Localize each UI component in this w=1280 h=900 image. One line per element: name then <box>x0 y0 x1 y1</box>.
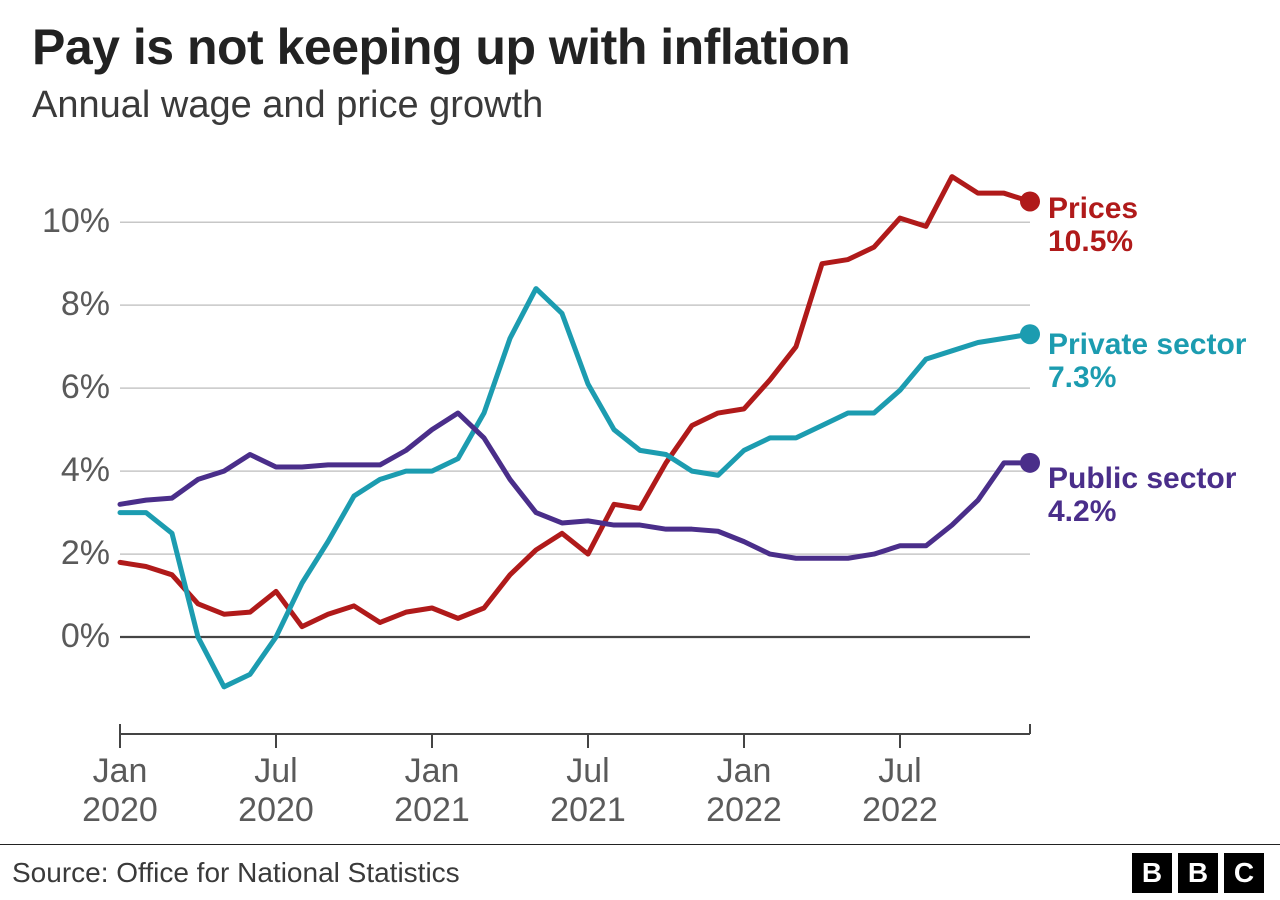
end-marker-private <box>1020 324 1040 344</box>
bbc-block-2: B <box>1178 853 1218 893</box>
end-marker-prices <box>1020 191 1040 211</box>
series-line-private <box>120 289 1030 687</box>
end-marker-public <box>1020 453 1040 473</box>
series-label-public: Public sector 4.2% <box>1048 462 1236 528</box>
x-tick-label: Jan 2022 <box>706 752 782 830</box>
chart-plot <box>0 0 1280 900</box>
x-tick-label: Jul 2021 <box>550 752 626 830</box>
y-tick-label: 8% <box>20 285 110 324</box>
series-line-prices <box>120 177 1030 627</box>
footer: Source: Office for National Statistics B… <box>0 844 1280 900</box>
series-label-prices: Prices 10.5% <box>1048 192 1138 258</box>
y-tick-label: 6% <box>20 368 110 407</box>
bbc-block-3: C <box>1224 853 1264 893</box>
series-group <box>120 177 1030 687</box>
x-tick-label: Jan 2021 <box>394 752 470 830</box>
y-tick-label: 0% <box>20 617 110 656</box>
series-line-public <box>120 413 1030 558</box>
y-tick-label: 4% <box>20 451 110 490</box>
series-label-private: Private sector 7.3% <box>1048 328 1246 394</box>
end-markers <box>1020 191 1040 472</box>
y-tick-label: 2% <box>20 534 110 573</box>
source-name: Office for National Statistics <box>116 857 459 888</box>
x-tick-label: Jan 2020 <box>82 752 158 830</box>
y-tick-label: 10% <box>20 202 110 241</box>
gridlines <box>120 222 1030 554</box>
source-text: Source: Office for National Statistics <box>12 857 460 889</box>
bbc-logo: B B C <box>1132 853 1264 893</box>
source-prefix: Source: <box>12 857 116 888</box>
x-tick-label: Jul 2020 <box>238 752 314 830</box>
chart-container: Pay is not keeping up with inflation Ann… <box>0 0 1280 900</box>
axes <box>120 637 1030 748</box>
bbc-block-1: B <box>1132 853 1172 893</box>
x-tick-label: Jul 2022 <box>862 752 938 830</box>
